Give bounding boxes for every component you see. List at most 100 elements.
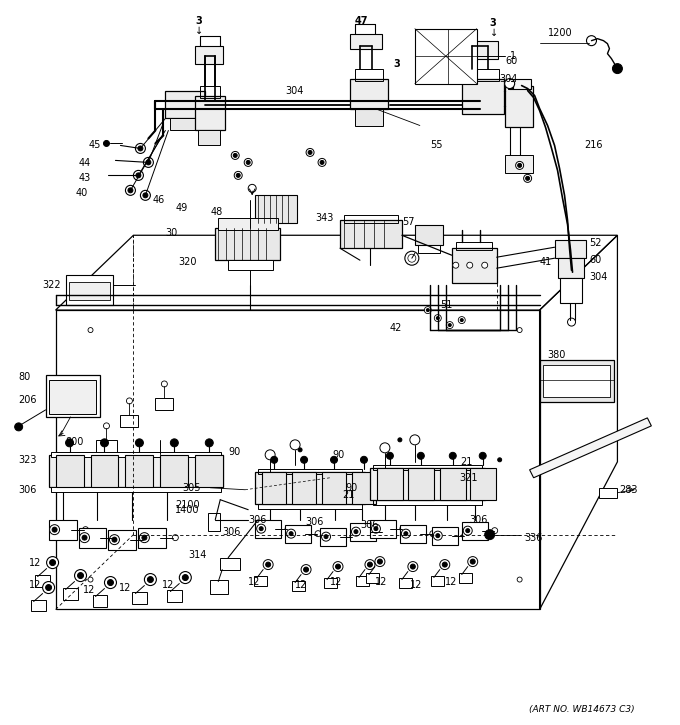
Text: 800: 800	[65, 437, 84, 447]
Text: 90: 90	[228, 447, 241, 457]
Circle shape	[301, 456, 307, 463]
Text: 1: 1	[509, 51, 515, 61]
Bar	[65, 276, 114, 305]
Circle shape	[265, 450, 275, 460]
Text: 3: 3	[490, 17, 496, 28]
Circle shape	[471, 559, 475, 564]
Circle shape	[199, 468, 202, 472]
Circle shape	[236, 173, 240, 178]
Text: 304: 304	[500, 73, 518, 83]
Circle shape	[233, 154, 237, 157]
Text: 46: 46	[152, 195, 165, 205]
Circle shape	[148, 576, 154, 583]
Bar	[543, 365, 611, 397]
Text: 43: 43	[78, 173, 91, 183]
Circle shape	[182, 575, 188, 581]
Circle shape	[435, 315, 441, 322]
Circle shape	[505, 78, 515, 88]
Bar	[292, 472, 316, 504]
Bar	[400, 525, 426, 542]
Bar	[350, 33, 382, 49]
Bar	[350, 523, 376, 541]
Text: 206: 206	[18, 395, 37, 405]
Circle shape	[400, 526, 406, 531]
Circle shape	[350, 534, 356, 539]
Bar	[63, 587, 78, 600]
Circle shape	[301, 565, 311, 575]
Circle shape	[401, 529, 410, 538]
Circle shape	[367, 562, 373, 567]
Bar	[56, 455, 84, 486]
Circle shape	[408, 254, 416, 262]
Bar	[255, 472, 365, 504]
Text: 90: 90	[345, 483, 357, 493]
Text: 60: 60	[506, 56, 518, 66]
Bar	[408, 468, 434, 500]
Circle shape	[410, 564, 415, 569]
Bar	[90, 455, 118, 486]
Circle shape	[517, 163, 522, 167]
Circle shape	[458, 317, 465, 323]
Circle shape	[246, 160, 250, 165]
Bar	[285, 525, 311, 542]
Circle shape	[322, 532, 330, 541]
Circle shape	[613, 64, 622, 74]
Bar	[366, 573, 379, 583]
Bar	[356, 576, 369, 586]
Bar	[320, 528, 346, 546]
Circle shape	[524, 175, 532, 183]
Bar	[340, 220, 402, 248]
Bar	[78, 528, 107, 547]
Bar	[120, 415, 139, 427]
Circle shape	[285, 526, 291, 531]
Circle shape	[404, 531, 408, 536]
Circle shape	[463, 526, 472, 535]
Circle shape	[375, 557, 385, 566]
Text: 12: 12	[375, 576, 388, 587]
Circle shape	[256, 524, 266, 533]
Text: 12: 12	[330, 576, 343, 587]
Text: 314: 314	[188, 550, 207, 560]
Text: 49: 49	[175, 203, 188, 213]
Bar	[292, 581, 305, 591]
Text: 320: 320	[178, 257, 197, 268]
Circle shape	[271, 456, 277, 463]
Circle shape	[354, 530, 358, 534]
Circle shape	[380, 443, 390, 453]
Circle shape	[333, 562, 343, 571]
Text: 321: 321	[460, 473, 478, 483]
Circle shape	[453, 262, 459, 268]
Text: 306: 306	[360, 520, 378, 530]
Text: 3: 3	[195, 16, 202, 25]
Text: 322: 322	[43, 280, 61, 290]
Circle shape	[410, 435, 420, 445]
Circle shape	[136, 173, 141, 178]
Text: 42: 42	[390, 323, 403, 333]
Text: 306: 306	[222, 526, 241, 536]
Text: 304: 304	[590, 272, 608, 282]
Bar	[48, 380, 97, 414]
Circle shape	[380, 529, 386, 534]
Text: 57: 57	[402, 218, 414, 227]
Text: 48: 48	[210, 207, 222, 218]
Bar	[167, 589, 182, 602]
Circle shape	[266, 562, 271, 567]
Circle shape	[47, 557, 58, 568]
Circle shape	[128, 188, 133, 193]
Circle shape	[146, 160, 151, 165]
Circle shape	[139, 533, 150, 542]
Circle shape	[360, 456, 367, 463]
Circle shape	[485, 530, 494, 539]
Circle shape	[105, 576, 116, 589]
Circle shape	[125, 186, 135, 195]
Bar	[508, 80, 530, 88]
Bar	[560, 278, 581, 303]
Circle shape	[436, 534, 440, 538]
Circle shape	[424, 307, 431, 314]
Circle shape	[371, 524, 380, 533]
Circle shape	[586, 36, 596, 46]
Text: ↓: ↓	[490, 28, 498, 38]
Text: 21: 21	[460, 457, 472, 467]
Circle shape	[568, 318, 575, 326]
Bar	[139, 528, 167, 547]
